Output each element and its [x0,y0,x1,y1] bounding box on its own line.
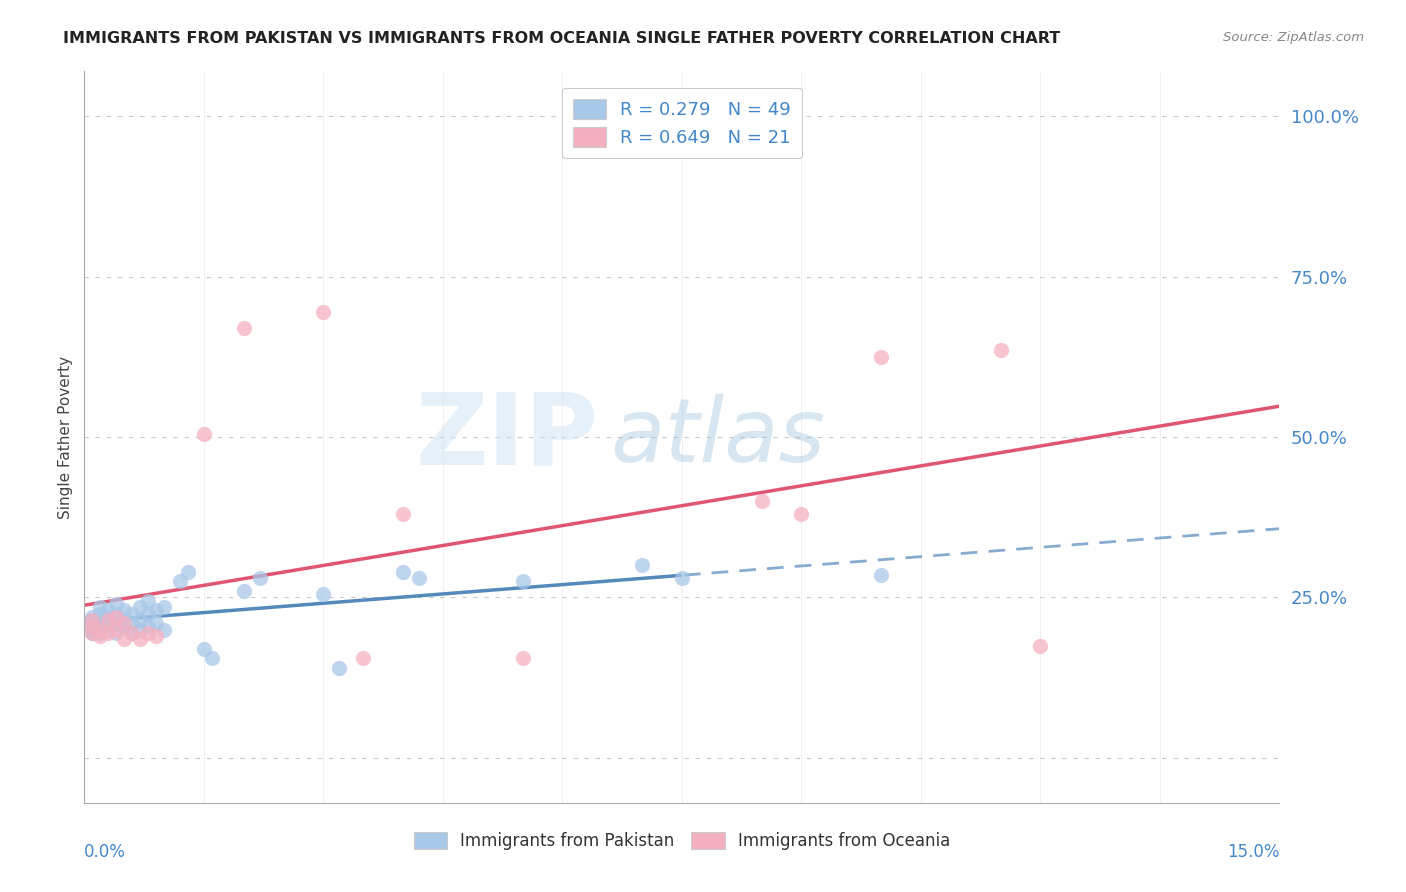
Point [153,623,176,637]
Point [169,574,191,589]
Point [392,565,415,579]
Point [82,625,104,640]
Point [193,641,215,656]
Text: ZIP: ZIP [415,389,599,485]
Point [1029,639,1052,653]
Point [82,623,104,637]
Point [153,600,176,615]
Point [121,625,143,640]
Point [97,623,120,637]
Point [97,603,120,617]
Point [121,607,143,621]
Point [790,507,813,521]
Point [112,613,135,627]
Text: 15.0%: 15.0% [1227,843,1279,861]
Point [89,613,111,627]
Point [105,623,128,637]
Point [97,625,120,640]
Point [82,619,104,633]
Point [249,571,271,585]
Text: atlas: atlas [610,394,825,480]
Point [112,619,135,633]
Point [512,574,534,589]
Legend: Immigrants from Pakistan, Immigrants from Oceania: Immigrants from Pakistan, Immigrants fro… [406,825,957,856]
Point [89,623,111,637]
Text: Source: ZipAtlas.com: Source: ZipAtlas.com [1223,31,1364,45]
Point [352,651,374,665]
Point [105,625,128,640]
Point [136,619,159,633]
Point [129,632,152,647]
Point [89,600,111,615]
Point [129,613,152,627]
Point [97,616,120,631]
Point [89,619,111,633]
Point [82,616,104,631]
Point [312,587,335,601]
Point [136,607,159,621]
Point [177,565,200,579]
Point [990,343,1012,358]
Point [105,609,128,624]
Point [112,603,135,617]
Point [870,350,893,364]
Point [312,305,335,319]
Point [232,584,254,599]
Point [129,623,152,637]
Point [193,426,215,441]
Point [89,625,111,640]
Point [751,494,773,508]
Point [89,629,111,643]
Point [105,597,128,611]
Point [129,600,152,615]
Point [328,661,350,675]
Point [112,632,135,647]
Point [89,607,111,621]
Point [671,571,693,585]
Point [97,609,120,624]
Point [112,616,135,631]
Point [870,568,893,582]
Point [232,321,254,335]
Point [82,625,104,640]
Point [145,616,167,631]
Point [631,558,654,573]
Point [145,629,167,643]
Point [82,613,104,627]
Point [136,625,159,640]
Point [392,507,415,521]
Point [82,609,104,624]
Point [121,625,143,640]
Point [82,613,104,627]
Point [105,616,128,631]
Text: IMMIGRANTS FROM PAKISTAN VS IMMIGRANTS FROM OCEANIA SINGLE FATHER POVERTY CORREL: IMMIGRANTS FROM PAKISTAN VS IMMIGRANTS F… [63,31,1060,46]
Point [136,593,159,607]
Point [145,603,167,617]
Text: 0.0%: 0.0% [84,843,127,861]
Point [97,613,120,627]
Point [201,651,224,665]
Point [512,651,534,665]
Point [105,607,128,621]
Point [408,571,430,585]
Point [82,619,104,633]
Point [121,616,143,631]
Y-axis label: Single Father Poverty: Single Father Poverty [58,356,73,518]
